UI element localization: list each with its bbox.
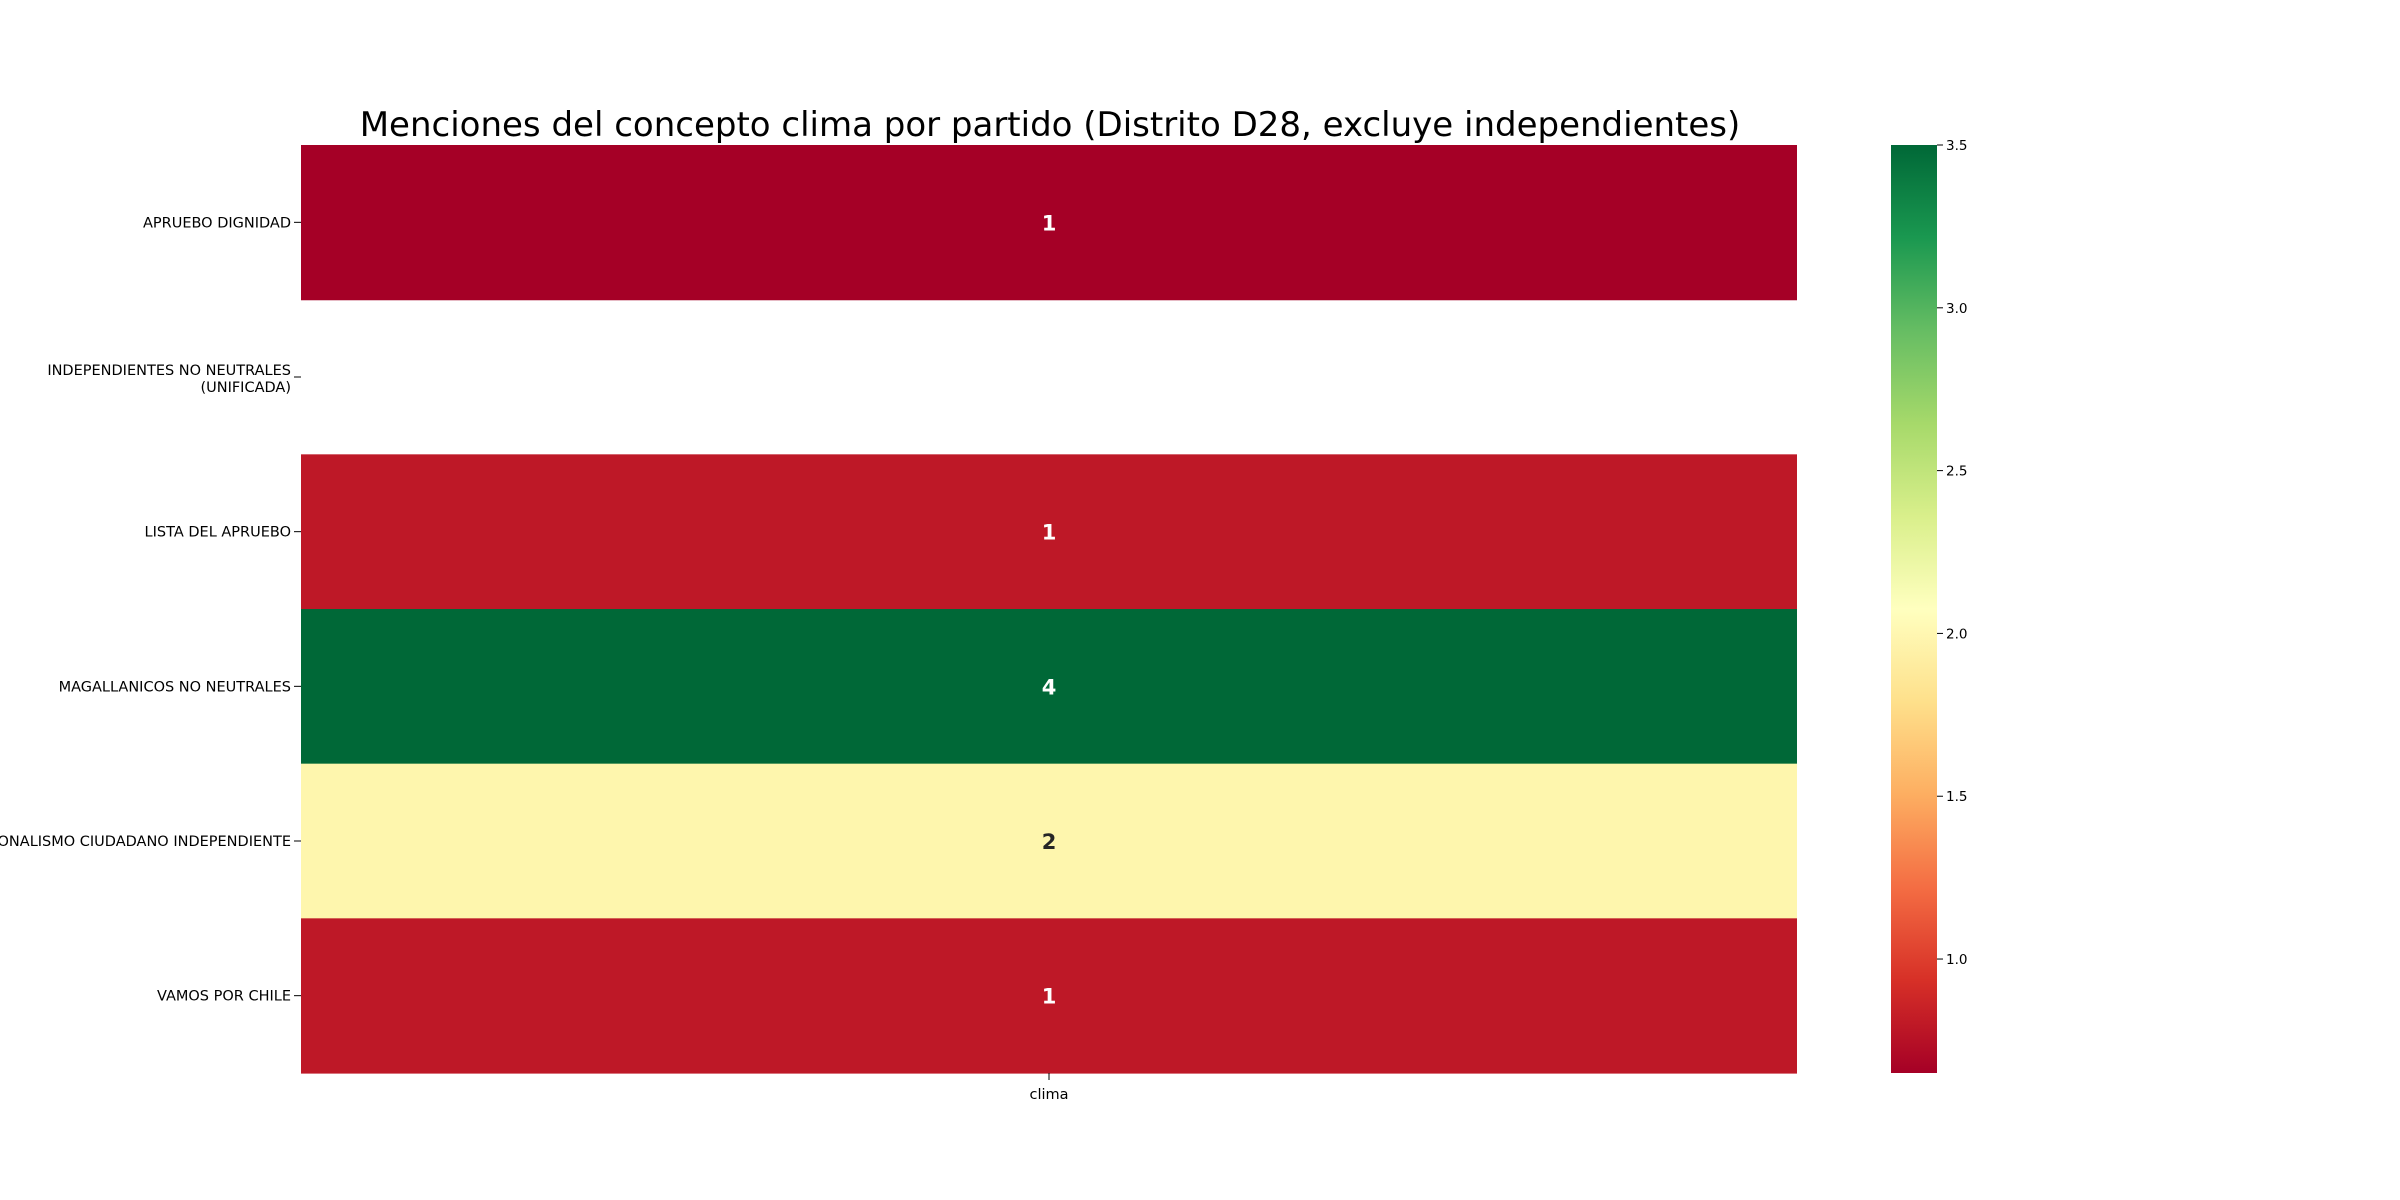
colorbar-tick-label: 1.0: [1946, 952, 1967, 968]
cell-value-label: 2: [1042, 830, 1057, 854]
colorbar-tick-label: 1.5: [1946, 789, 1967, 805]
y-tick-label: APRUEBO DIGNIDAD: [143, 215, 291, 231]
heatmap-cell: [301, 609, 1797, 765]
y-tick-label: LISTA DEL APRUEBO: [145, 525, 291, 541]
y-tick-label: REGIONALISMO CIUDADANO INDEPENDIENTE: [0, 834, 291, 850]
colorbar-tick-label: 2.5: [1946, 464, 1967, 480]
x-axis: clima: [1029, 1073, 1069, 1103]
colorbar-tick-label: 3.5: [1946, 138, 1967, 154]
x-tick-label: clima: [1029, 1087, 1068, 1103]
heatmap-cell: [301, 918, 1797, 1074]
y-tick-label: MAGALLANICOS NO NEUTRALES: [59, 679, 291, 695]
cell-value-label: 1: [1042, 211, 1057, 235]
y-tick-label: INDEPENDIENTES NO NEUTRALES (UNIFICADA): [47, 363, 291, 396]
heatmap-cells: 1 1 4 2 1: [301, 145, 1797, 1074]
cell-value-label: 1: [1042, 985, 1057, 1009]
heatmap-cell: [301, 145, 1797, 301]
colorbar: 1.0 1.5 2.0 2.5 3.0 3.5: [1891, 138, 1967, 1073]
y-axis: APRUEBO DIGNIDAD INDEPENDIENTES NO NEUTRA…: [0, 215, 301, 1005]
chart-title: Menciones del concepto clima por partido…: [360, 105, 1741, 145]
cell-value-label: 4: [1042, 675, 1057, 699]
y-tick-label: VAMOS POR CHILE: [157, 989, 291, 1005]
colorbar-tick-label: 2.0: [1946, 626, 1967, 642]
colorbar-tick-label: 3.0: [1946, 301, 1967, 317]
cell-value-label: 1: [1042, 521, 1057, 545]
heatmap-cell: [301, 454, 1797, 610]
colorbar-gradient: [1891, 145, 1937, 1073]
heatmap-cell: [301, 763, 1797, 919]
